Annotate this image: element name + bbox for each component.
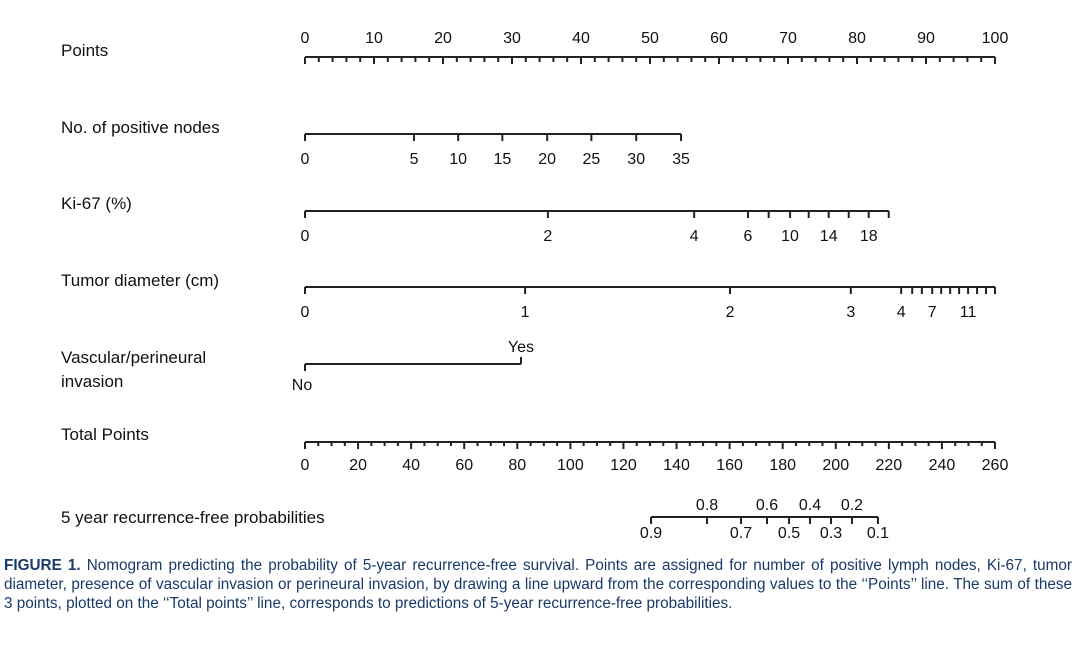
points-tick-label: 40 <box>572 30 590 47</box>
scale-tick-label-2: 0 <box>301 228 310 245</box>
scale-tick-label-1: 20 <box>538 151 556 168</box>
ki67-label: Ki-67 (%) <box>61 194 132 213</box>
points-tick-label: 50 <box>641 30 659 47</box>
probability-tick-label: 0.4 <box>799 497 821 514</box>
scale-tick-label-3: 3 <box>846 304 855 321</box>
probability-tick-label: 0.3 <box>820 525 842 542</box>
points-tick-label: 90 <box>917 30 935 47</box>
probability-tick-label: 0.8 <box>696 497 718 514</box>
points-tick-label: 80 <box>848 30 866 47</box>
points-tick-label: 30 <box>503 30 521 47</box>
scale-tick-label-3: 1 <box>521 304 530 321</box>
caption-label: FIGURE 1. <box>4 557 81 574</box>
total-points-tick-label: 0 <box>301 457 310 474</box>
scale-tick-label-2: 18 <box>860 228 878 245</box>
scale-tick-label-1: 35 <box>672 151 690 168</box>
probability-tick-label: 0.5 <box>778 525 800 542</box>
total-points-tick-label: 20 <box>349 457 367 474</box>
total-points-tick-label: 240 <box>929 457 956 474</box>
total-points-tick-label: 180 <box>769 457 796 474</box>
total-points-tick-label: 40 <box>402 457 420 474</box>
scale-tick-label-3: 2 <box>726 304 735 321</box>
points-tick-label: 70 <box>779 30 797 47</box>
probability-tick-label: 0.1 <box>867 525 889 542</box>
total-points-tick-label: 260 <box>982 457 1009 474</box>
tumor-label: Tumor diameter (cm) <box>61 271 220 290</box>
scale-tick-label-3: 4 <box>897 304 906 321</box>
total-points-tick-label: 160 <box>716 457 743 474</box>
scale-tick-label-4: Yes <box>508 339 534 356</box>
scale-tick-label-2: 2 <box>543 228 552 245</box>
total-points-tick-label: 220 <box>875 457 902 474</box>
vascular-label-line1: Vascular/perineural <box>61 348 207 367</box>
scale-tick-label-2: 4 <box>690 228 699 245</box>
total-points-tick-label: 200 <box>822 457 849 474</box>
points-tick-label: 60 <box>710 30 728 47</box>
total-points-tick-label: 120 <box>610 457 637 474</box>
scale-tick-label-2: 14 <box>820 228 838 245</box>
vascular-label-line2: invasion <box>61 372 124 391</box>
probability-tick-label: 0.9 <box>640 525 662 542</box>
probability-label: 5 year recurrence-free probabilities <box>61 508 325 527</box>
scale-tick-label-1: 5 <box>410 151 419 168</box>
probability-tick-label: 0.7 <box>730 525 752 542</box>
points-tick-label: 20 <box>434 30 452 47</box>
scale-tick-label-1: 25 <box>582 151 600 168</box>
nodes-label: No. of positive nodes <box>61 118 220 137</box>
scale-tick-label-2: 6 <box>744 228 753 245</box>
total-points-label: Total Points <box>61 425 149 444</box>
caption-text: Nomogram predicting the probability of 5… <box>4 557 1073 612</box>
points-tick-label: 100 <box>982 30 1009 47</box>
scale-tick-label-1: 10 <box>449 151 467 168</box>
scale-tick-label-2: 10 <box>781 228 799 245</box>
scale-tick-label-1: 0 <box>301 151 310 168</box>
points-tick-label: 0 <box>301 30 310 47</box>
scale-tick-label-3: 11 <box>960 304 977 321</box>
points-tick-label: 10 <box>365 30 383 47</box>
scale-tick-label-4: No <box>292 377 313 394</box>
total-points-tick-label: 80 <box>508 457 526 474</box>
scale-tick-label-1: 15 <box>493 151 511 168</box>
probability-tick-label: 0.6 <box>756 497 778 514</box>
total-points-tick-label: 60 <box>455 457 473 474</box>
scale-tick-label-1: 30 <box>627 151 645 168</box>
total-points-tick-label: 100 <box>557 457 584 474</box>
scale-tick-label-3: 7 <box>928 304 937 321</box>
figure-caption: FIGURE 1. Nomogram predicting the probab… <box>4 556 1072 613</box>
total-points-tick-label: 140 <box>663 457 690 474</box>
probability-tick-label: 0.2 <box>841 497 863 514</box>
points-label: Points <box>61 41 109 60</box>
scale-tick-label-3: 0 <box>301 304 310 321</box>
